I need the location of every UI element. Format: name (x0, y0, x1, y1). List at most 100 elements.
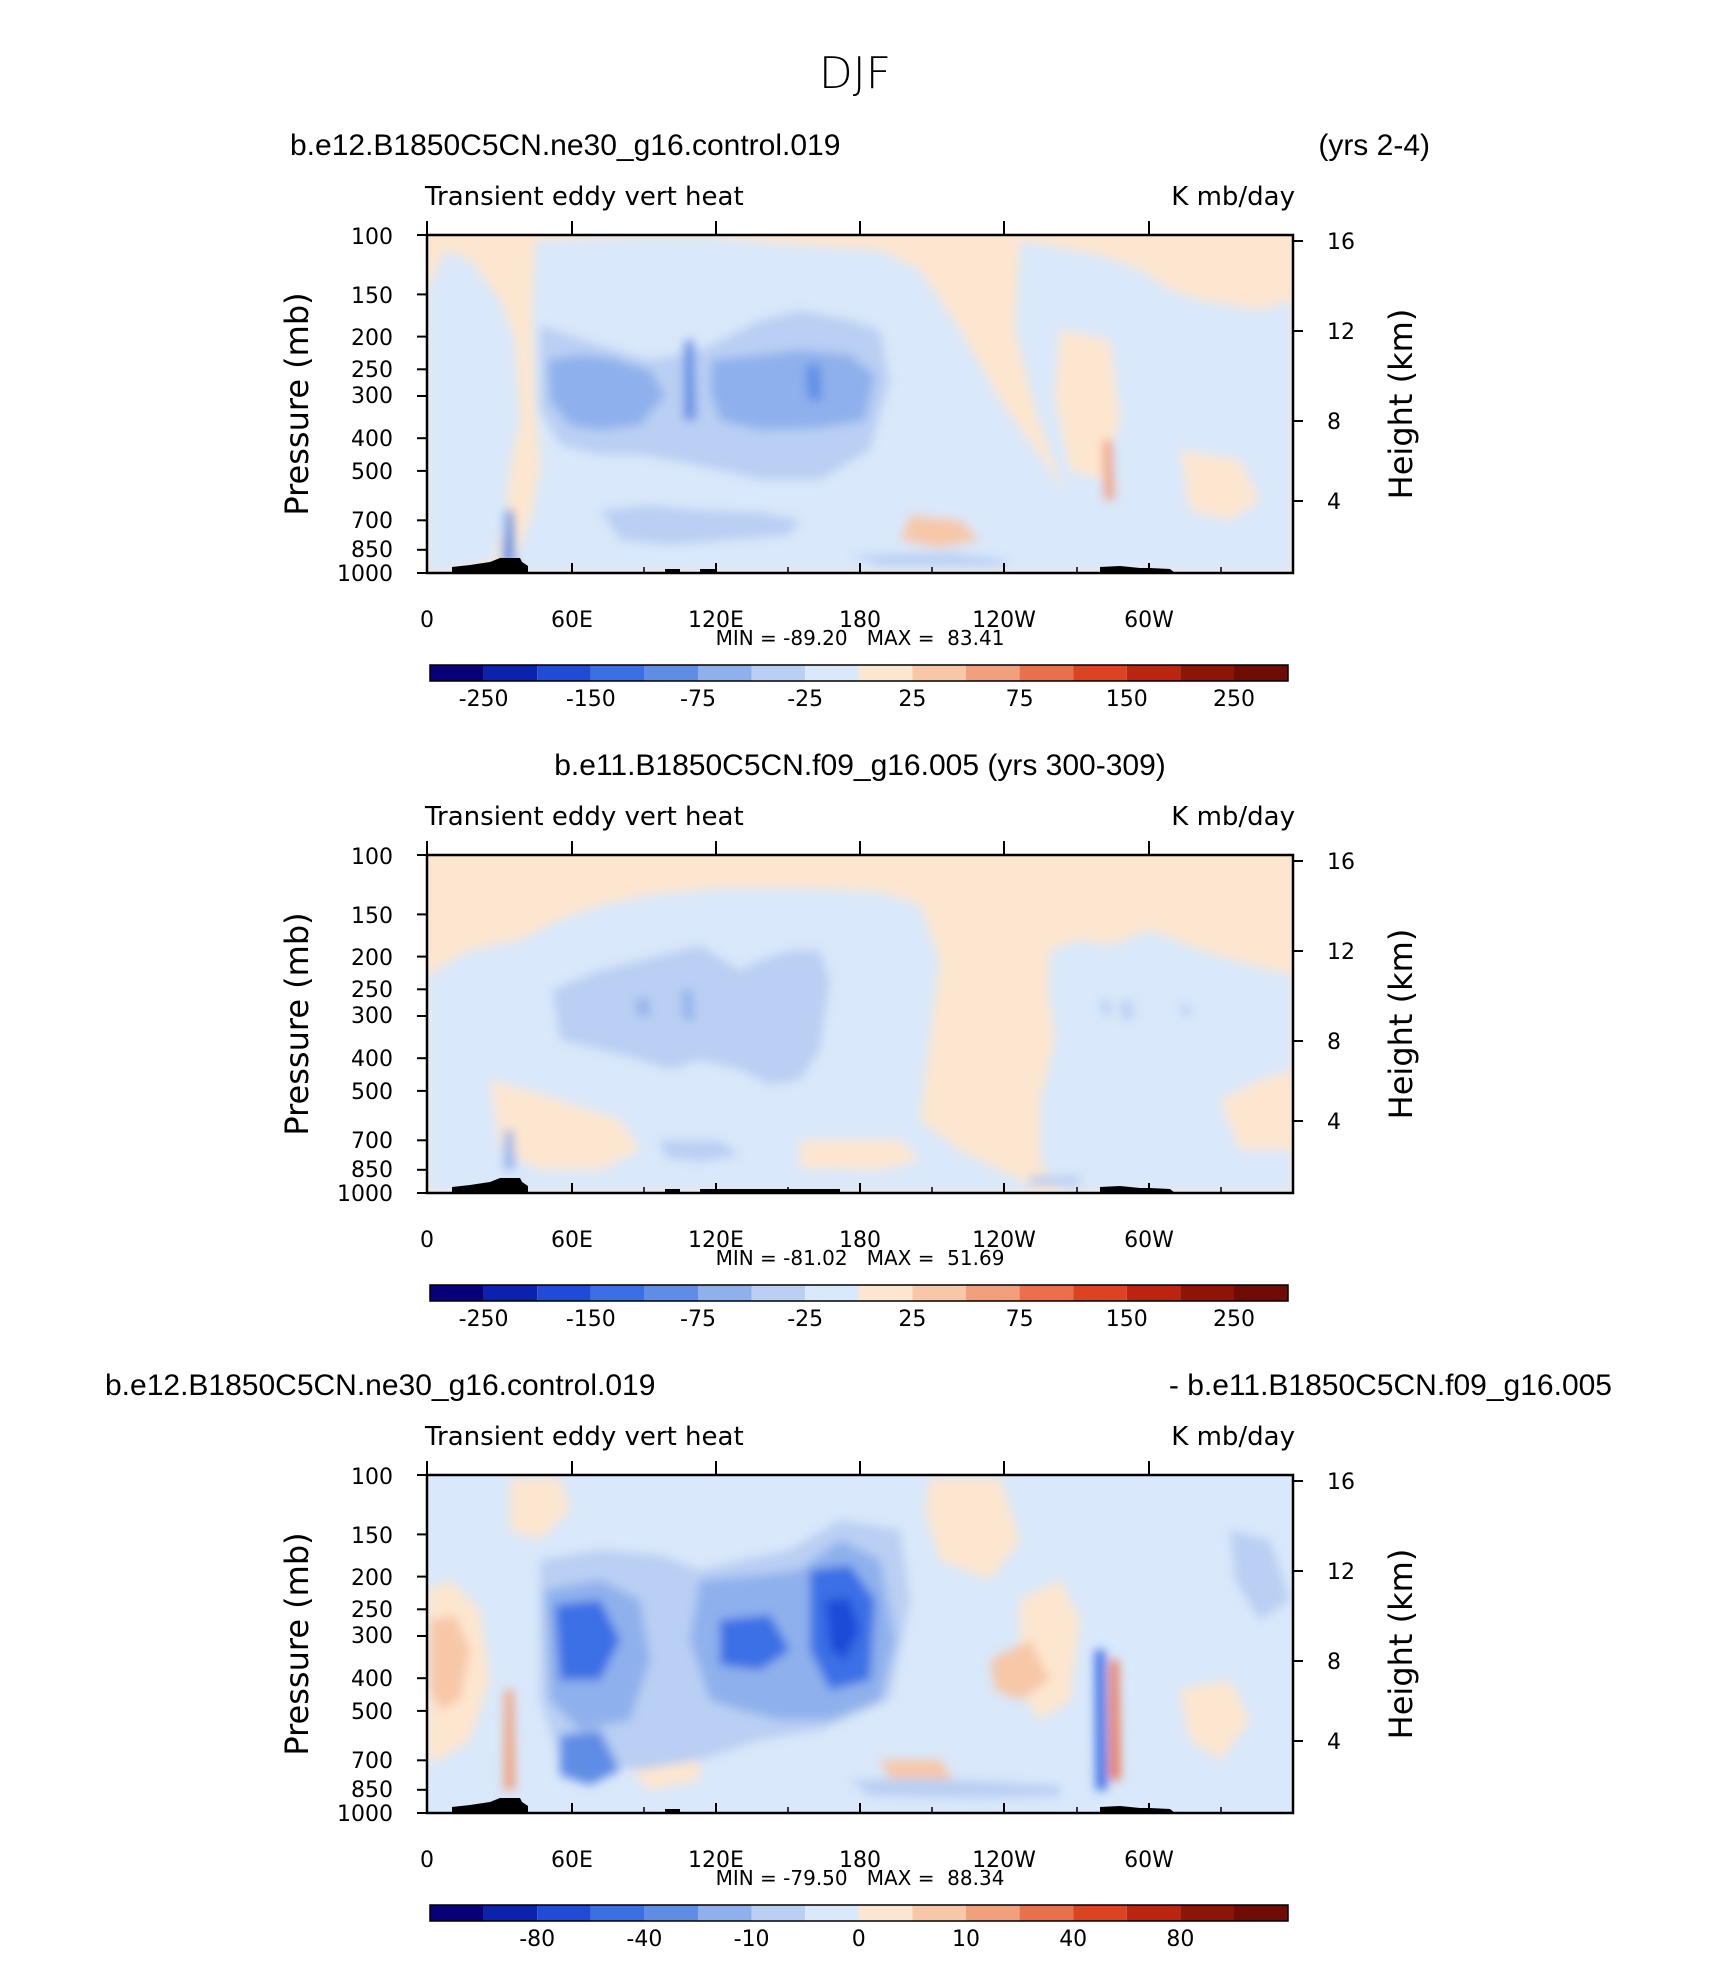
panel-2-xtick: 180 (839, 1228, 881, 1253)
panel-2-xtick: 120E (688, 1228, 744, 1253)
panel-1-xtick: 60E (551, 608, 593, 633)
panel-1-colorbar-swatch (1234, 665, 1288, 681)
panel-2-land-mask (452, 1178, 1175, 1193)
panel-3-contour-warm-far-east (1180, 1680, 1250, 1760)
panel-3-colorbar-swatch (1126, 1905, 1181, 1921)
panel-2-ylabel-left: Pressure (mb) (278, 912, 316, 1135)
panel-3-contour-warm-east-2 (990, 1640, 1050, 1700)
panel-3-colorbar-label: 10 (952, 1927, 980, 1952)
panel-2-contour-lower-band (660, 1140, 740, 1162)
panel-3-colorbar-swatch (1180, 1905, 1234, 1921)
panel-2-colorbar-swatch (1126, 1285, 1181, 1301)
panel-2-colorbar-swatch (1234, 1285, 1288, 1301)
panel-3-xtick: 0 (420, 1848, 434, 1873)
panel-3-colorbar-swatches (430, 1905, 1288, 1921)
panel-2-ytick: 200 (351, 946, 393, 971)
panel-2-colorbar-frame (429, 1284, 1289, 1302)
panel-2-colorbar-swatch (966, 1285, 1020, 1301)
panel-1-xtick: 120E (688, 608, 744, 633)
panel-1-colorbar-frame (429, 664, 1289, 682)
panel-1-colorbar-label: -75 (680, 687, 716, 712)
panel-3-ylabel-right: Height (km) (1382, 1549, 1420, 1740)
panel-2-colorbar-swatch (1073, 1285, 1127, 1301)
panel-1-ytick-right: 8 (1327, 410, 1341, 435)
panel-2-ytick-right: 4 (1327, 1110, 1341, 1135)
panel-2: b.e11.B1850C5CN.f09_g16.005 (yrs 300-309… (278, 749, 1420, 1332)
panel-2-ylabel-right: Height (km) (1382, 929, 1420, 1120)
panel-3-contour-blue-lower (560, 1730, 620, 1785)
panel-2-header-center: b.e11.B1850C5CN.f09_g16.005 (yrs 300-309… (554, 749, 1166, 782)
panel-2-ytick: 1000 (337, 1182, 393, 1207)
panel-1-contour-warm-surface (900, 515, 980, 548)
panel-3-colorbar-swatch (1073, 1905, 1127, 1921)
panel-2-x-axis: 0 60E 120E 180 120W 60W (420, 841, 1222, 1253)
panel-2-colorbar-swatch (537, 1285, 591, 1301)
panel-1-ytick-right: 16 (1327, 230, 1355, 255)
panel-2-ytick: 400 (351, 1047, 393, 1072)
panel-2-colorbar-swatch (751, 1285, 806, 1301)
panel-3-contour-surface-band (850, 1778, 1060, 1798)
panel-1-contour-east-streak (1103, 440, 1115, 500)
panel-1-colorbar-swatch (537, 665, 591, 681)
panel-3-colorbar-swatch (698, 1905, 752, 1921)
panel-3-contour-warm-west-2 (430, 1615, 470, 1710)
panel-1-colorbar-swatch (430, 665, 484, 681)
panel-2-xtick: 0 (420, 1228, 434, 1253)
panel-2-contour-25-east (1040, 930, 1293, 1193)
panel-2-colorbar-label: -25 (787, 1307, 823, 1332)
panel-1-header-left: b.e12.B1850C5CN.ne30_g16.control.019 (290, 129, 840, 162)
panel-3-contour-streak-west-red (504, 1690, 515, 1790)
panel-2-colorbar-swatch (1180, 1285, 1234, 1301)
panel-1-colorbar-swatch (698, 665, 752, 681)
panel-2-xtick: 120W (972, 1228, 1036, 1253)
panel-1-colorbar-label: -250 (459, 687, 509, 712)
panel-1-ytick: 700 (351, 509, 393, 534)
panel-3-xtick: 120W (972, 1848, 1036, 1873)
panel-3-contour-streak-east-blue (1095, 1650, 1107, 1790)
panel-2-contour-small-cells (1100, 1000, 1191, 1020)
panel-3-colorbar-swatch (858, 1905, 913, 1921)
panel-3-stats: MIN = -79.50 MAX = 88.34 (716, 1866, 1005, 1890)
panel-3-colorbar-swatch (805, 1905, 859, 1921)
panel-1-colorbar-label: -25 (787, 687, 823, 712)
panel-2-subtitle-right: K mb/day (1171, 802, 1295, 832)
panel-2-ytick-right: 16 (1327, 850, 1355, 875)
panel-2-contour-surface-streak (504, 1130, 515, 1170)
panel-2-colorbar-label: -250 (459, 1307, 509, 1332)
panel-1-ytick: 250 (351, 358, 393, 383)
panel-3-colorbar-label: -10 (734, 1927, 770, 1952)
panel-3-colorbar-swatch (430, 1905, 484, 1921)
panel-3-ytick-right: 12 (1327, 1560, 1355, 1585)
panel-3-colorbar-swatch (537, 1905, 591, 1921)
panel-3-colorbar-label: 40 (1059, 1927, 1087, 1952)
panel-3-contour-blue-core-a (555, 1600, 620, 1680)
panel-3-xtick: 60E (551, 1848, 593, 1873)
panel-1-plot-area (427, 235, 1293, 573)
panel-2-y-axis-right: 16 12 8 4 (1293, 850, 1355, 1135)
panel-2-colorbar-swatch (912, 1285, 966, 1301)
panel-1-colorbar-swatch (1073, 665, 1127, 681)
panel-1-colorbar-swatch (966, 665, 1020, 681)
panel-1-y-axis-right: 16 12 8 4 (1293, 230, 1355, 515)
panel-3-plot-area (427, 1475, 1293, 1813)
panel-2-colorbar-label: 250 (1213, 1307, 1255, 1332)
panel-1-xtick: 0 (420, 608, 434, 633)
panel-3-ytick-right: 8 (1327, 1650, 1341, 1675)
panel-1-ytick: 400 (351, 427, 393, 452)
panel-3-contour-warm-top (510, 1478, 570, 1540)
panel-3-colorbar-frame (429, 1904, 1289, 1922)
panel-2-colorbar-swatches (430, 1285, 1288, 1301)
panel-1-contour-125-b (806, 365, 822, 400)
panel-2-colorbar-label: 25 (898, 1307, 926, 1332)
panel-3-contour-streak-east-red (1110, 1660, 1120, 1780)
panel-1-ytick-right: 4 (1327, 490, 1341, 515)
panel-1-land-mask (452, 558, 1175, 573)
panel-2-colorbar-swatch (858, 1285, 913, 1301)
panel-3-ytick: 100 (351, 1465, 393, 1490)
panel-1-colorbar-swatch (483, 665, 538, 681)
panel-1-colorbar-swatch (1019, 665, 1074, 681)
panel-1-contour-lower-band (600, 505, 800, 545)
panel-2-contour-125-a (682, 990, 694, 1020)
panel-3-colorbar-label: -80 (519, 1927, 555, 1952)
